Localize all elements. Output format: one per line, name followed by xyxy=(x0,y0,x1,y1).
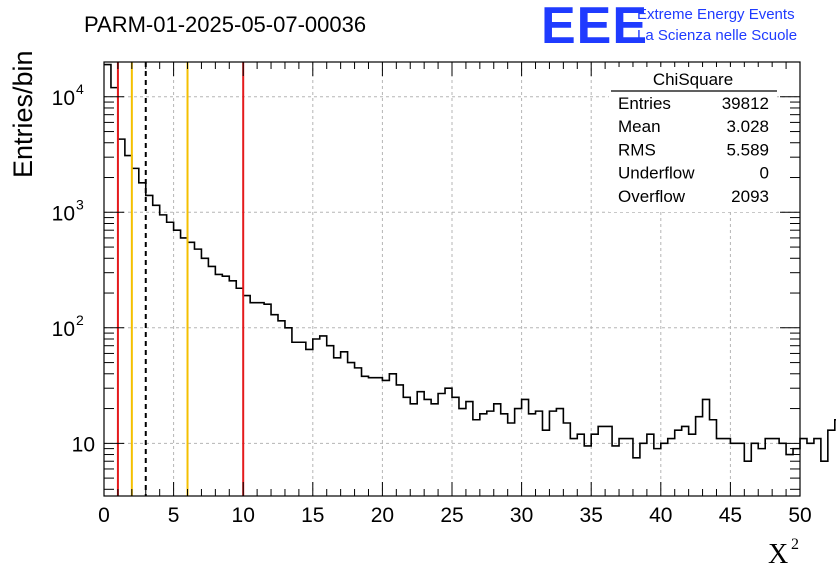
x-tick-label: 50 xyxy=(788,504,811,527)
x-tick-label: 35 xyxy=(580,504,603,527)
stats-value: 39812 xyxy=(722,94,769,113)
axis-ticks xyxy=(103,61,801,496)
x-tick-label: 0 xyxy=(98,504,110,527)
chart-title: PARM-01-2025-05-07-00036 xyxy=(84,12,366,37)
x-tick-label: 25 xyxy=(440,504,463,527)
y-axis-title: Entries/bin xyxy=(8,50,38,178)
stats-label: Underflow xyxy=(618,164,695,183)
stats-rows: Entries 39812 Mean 3.028 RMS 5.589 Underflow 0 O… xyxy=(618,94,769,206)
x-tick-label: 40 xyxy=(649,504,672,527)
x-tick-label: 10 xyxy=(232,504,255,527)
x-axis-title-superscript: 2 xyxy=(791,536,799,553)
x-tick-label: 45 xyxy=(719,504,742,527)
y-tick-label-exponent: 4 xyxy=(76,81,84,97)
x-tick-label: 15 xyxy=(301,504,324,527)
stats-value: 2093 xyxy=(731,187,769,206)
logo-line1: Extreme Energy Events xyxy=(637,6,795,23)
histogram-line xyxy=(104,63,836,463)
y-tick-label: 10 xyxy=(72,433,95,456)
logo-mark: EEE xyxy=(541,0,648,55)
stats-value: 3.028 xyxy=(726,117,769,136)
stats-label: Entries xyxy=(618,94,671,113)
eee-logo: EEE Extreme Energy Events La Scienza nel… xyxy=(541,0,797,55)
histogram-series xyxy=(104,63,836,463)
stats-label: Overflow xyxy=(618,187,686,206)
x-tick-label: 30 xyxy=(510,504,533,527)
logo-line2: La Scienza nelle Scuole xyxy=(637,27,797,44)
y-tick-label: 10 xyxy=(52,202,75,225)
stats-box: ChiSquare Entries 39812 Mean 3.028 RMS 5.589 U… xyxy=(609,67,777,212)
reference-lines xyxy=(116,62,245,496)
y-tick-label: 10 xyxy=(52,87,75,110)
y-tick-label-exponent: 3 xyxy=(76,196,84,212)
y-tick-label-exponent: 2 xyxy=(76,312,84,328)
stats-label: Mean xyxy=(618,117,661,136)
x-tick-label: 5 xyxy=(168,504,180,527)
x-tick-label: 20 xyxy=(371,504,394,527)
stats-label: RMS xyxy=(618,140,656,159)
stats-box-title: ChiSquare xyxy=(653,70,733,89)
x-tick-labels: 0 5 10 15 20 25 30 35 40 45 50 xyxy=(98,504,812,527)
x-axis-title: X 2 xyxy=(768,536,799,570)
stats-value: 0 xyxy=(760,164,769,183)
y-tick-label: 10 xyxy=(52,318,75,341)
stats-value: 5.589 xyxy=(726,140,769,159)
x-axis-title-main: X xyxy=(768,539,788,570)
